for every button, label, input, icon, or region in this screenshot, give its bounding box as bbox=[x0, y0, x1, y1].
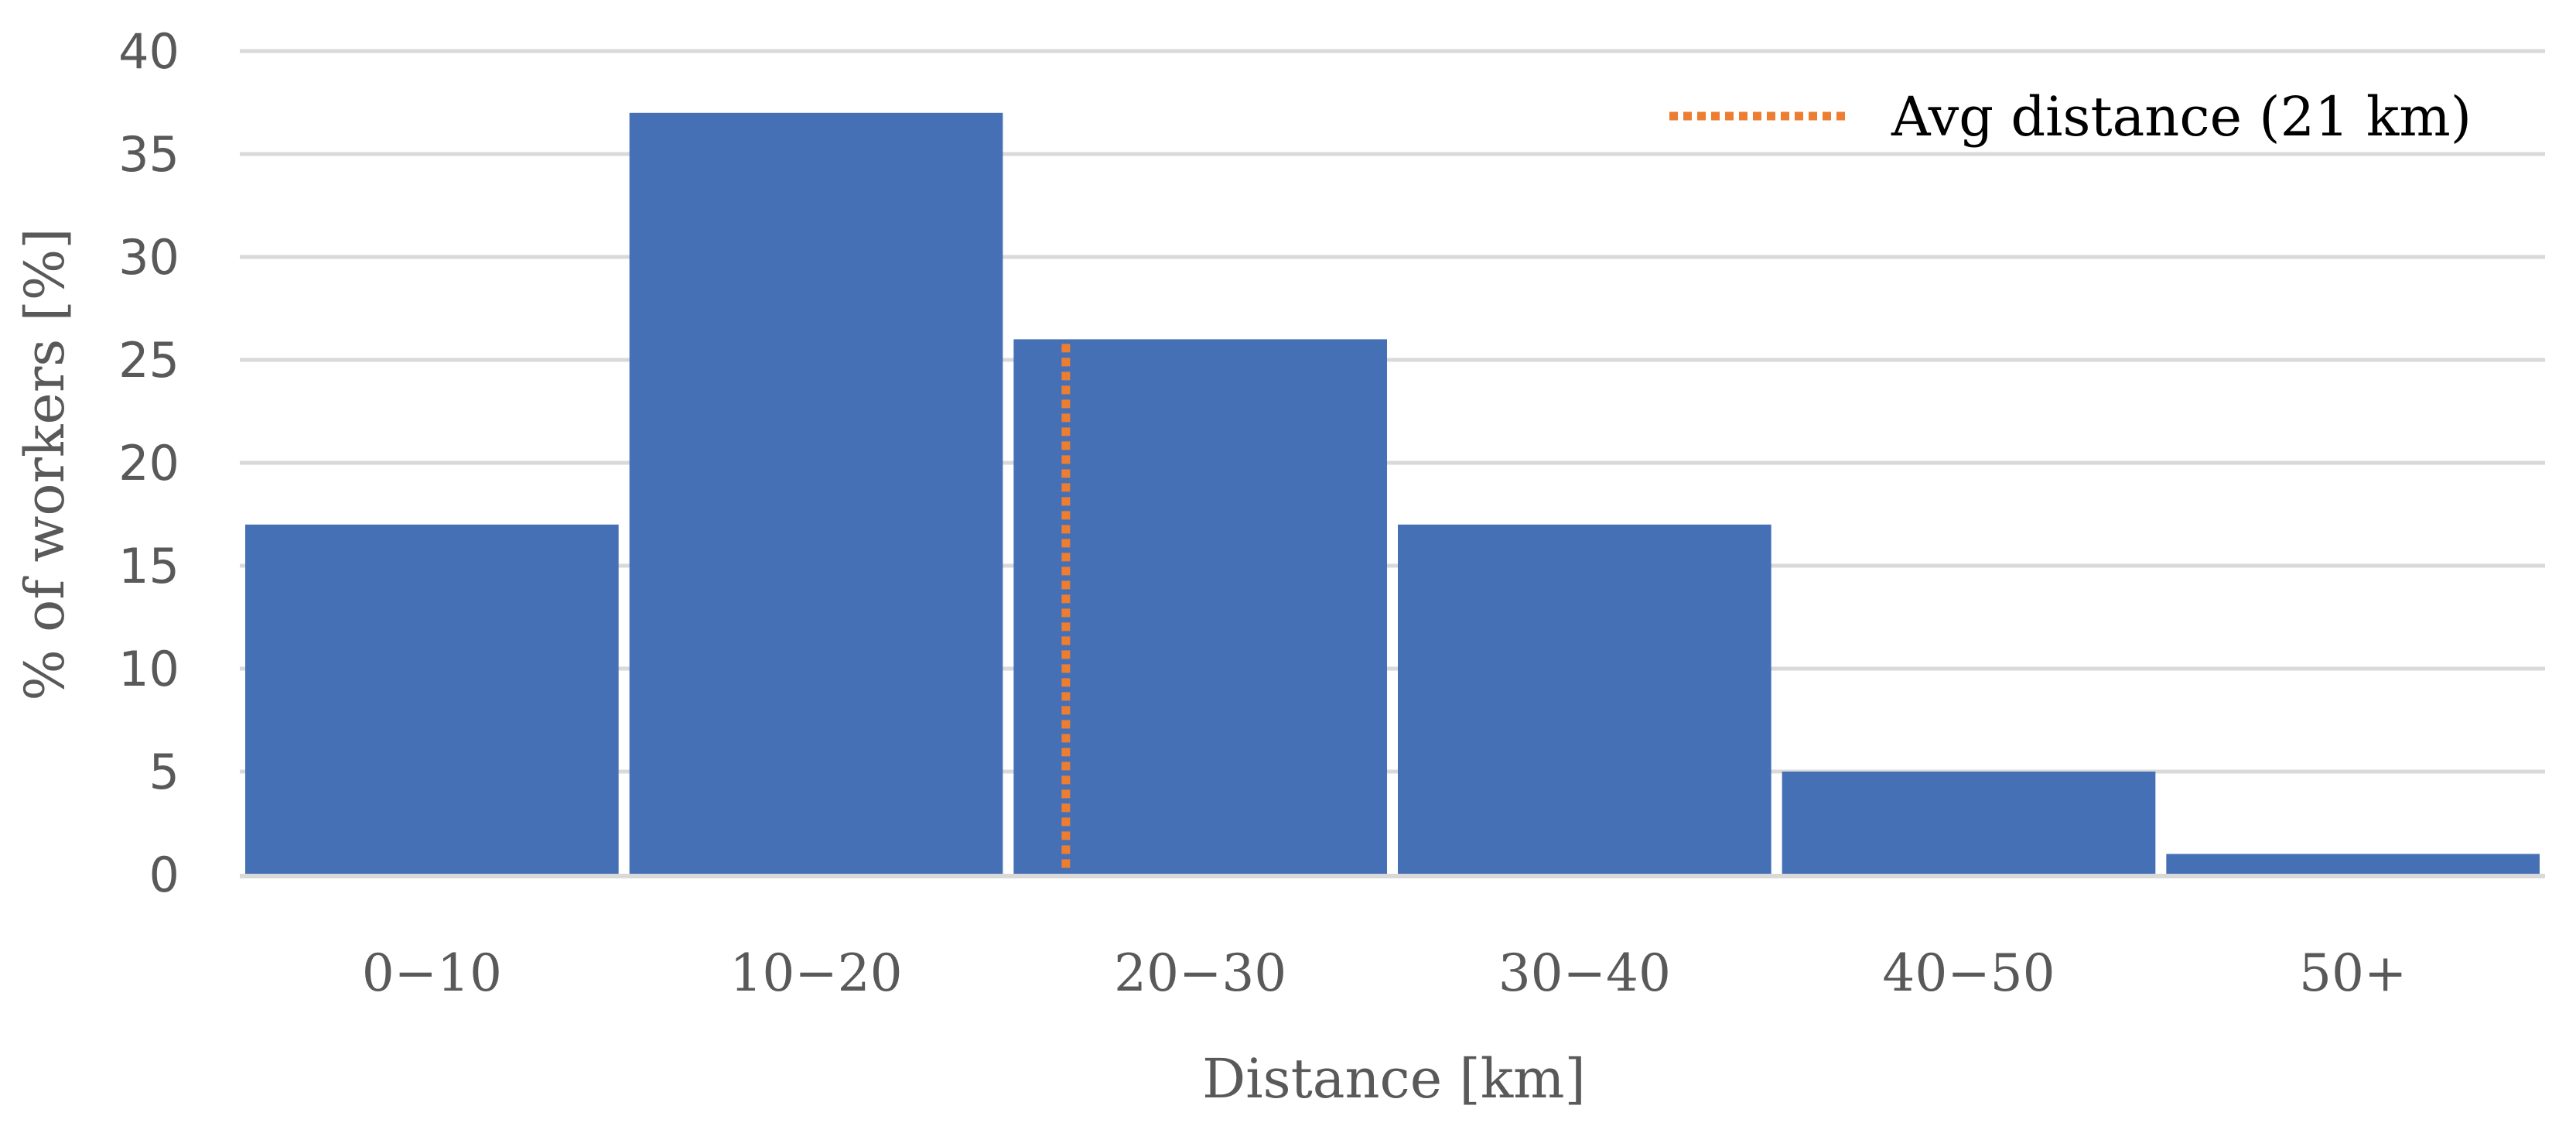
y-tick-label-30: 30 bbox=[118, 229, 179, 286]
y-tick-label-25: 25 bbox=[118, 332, 179, 389]
bar-3 bbox=[1398, 524, 1771, 875]
y-tick-label-40: 40 bbox=[118, 23, 179, 80]
bar-4 bbox=[1782, 772, 2156, 875]
gridlines bbox=[240, 49, 2545, 774]
y-tick-labels: 0 5 10 15 20 25 30 35 40 bbox=[118, 23, 179, 903]
y-tick-label-5: 5 bbox=[149, 744, 179, 800]
x-tick-labels: 0−10 10−20 20−30 30−40 40−50 50+ bbox=[362, 943, 2407, 1003]
x-tick-label-5: 50+ bbox=[2299, 943, 2407, 1003]
y-tick-label-20: 20 bbox=[118, 435, 179, 491]
bar-0 bbox=[245, 524, 619, 875]
x-tick-label-4: 40−50 bbox=[1882, 943, 2055, 1003]
bar-5 bbox=[2166, 854, 2540, 875]
y-tick-label-0: 0 bbox=[149, 847, 179, 903]
y-tick-label-35: 35 bbox=[118, 126, 179, 183]
x-tick-label-1: 10−20 bbox=[729, 943, 902, 1003]
bar-1 bbox=[629, 112, 1003, 875]
legend: Avg distance (21 km) bbox=[1669, 85, 2472, 149]
x-axis-title: Distance [km] bbox=[1202, 1047, 1586, 1111]
x-tick-label-2: 20−30 bbox=[1114, 943, 1286, 1003]
y-tick-label-15: 15 bbox=[118, 538, 179, 594]
bar-2 bbox=[1013, 339, 1387, 875]
legend-label-avg-distance: Avg distance (21 km) bbox=[1891, 85, 2472, 149]
x-tick-label-0: 0−10 bbox=[362, 943, 502, 1003]
x-tick-label-3: 30−40 bbox=[1498, 943, 1671, 1003]
y-tick-label-10: 10 bbox=[118, 641, 179, 697]
bars bbox=[245, 112, 2540, 875]
y-axis-title: % of workers [%] bbox=[13, 228, 77, 700]
